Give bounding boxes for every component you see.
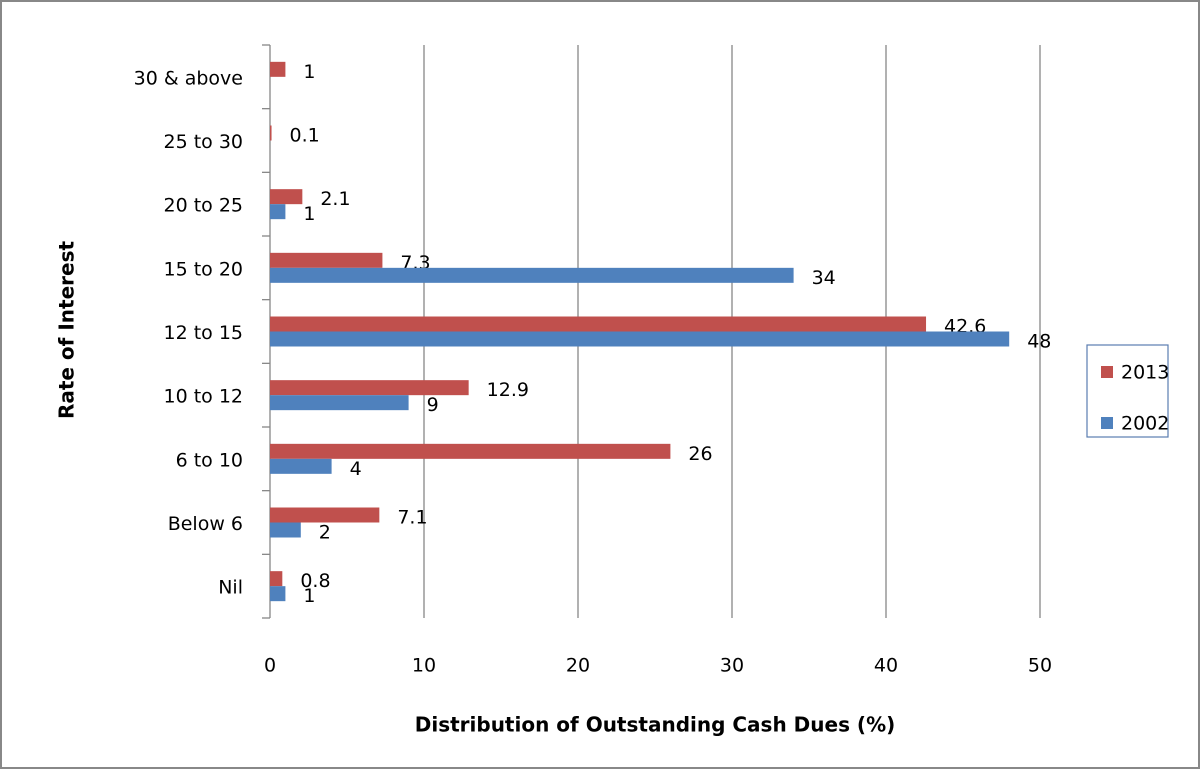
- legend-label: 2002: [1121, 413, 1169, 435]
- x-axis-title: Distribution of Outstanding Cash Dues (%…: [415, 713, 896, 737]
- data-label: 7.1: [397, 507, 427, 529]
- bar: [270, 395, 409, 411]
- y-tick-label: 10 to 12: [163, 386, 243, 408]
- data-label: 26: [688, 443, 712, 465]
- bar: [270, 458, 332, 474]
- data-label: 34: [812, 267, 836, 289]
- legend-label: 2013: [1121, 362, 1169, 384]
- y-tick-label: 25 to 30: [163, 131, 243, 153]
- x-tick-label: 30: [720, 655, 744, 677]
- data-label: 2: [319, 522, 331, 544]
- data-label: 0.1: [290, 125, 320, 147]
- bar: [270, 267, 794, 283]
- legend-swatch: [1101, 366, 1113, 378]
- data-label: 4: [350, 458, 362, 480]
- bar: [270, 380, 469, 396]
- y-tick-label: 12 to 15: [163, 322, 243, 344]
- data-label: 0.8: [300, 570, 330, 592]
- bar: [270, 443, 671, 459]
- y-tick-label: Nil: [218, 577, 243, 599]
- bar: [270, 189, 303, 205]
- bar: [270, 507, 380, 523]
- bar: [270, 316, 927, 332]
- y-axis-title: Rate of Interest: [55, 241, 79, 420]
- x-tick-label: 40: [874, 655, 898, 677]
- y-tick-label: 6 to 10: [176, 449, 243, 471]
- x-tick-label: 0: [264, 655, 276, 677]
- x-tick-label: 10: [412, 655, 436, 677]
- y-tick-label: Below 6: [168, 513, 243, 535]
- data-label: 1: [303, 585, 315, 607]
- bar: [270, 331, 1010, 347]
- data-label: 1: [303, 203, 315, 225]
- data-label: 9: [427, 394, 439, 416]
- data-label: 12.9: [487, 379, 529, 401]
- y-tick-label: 20 to 25: [163, 195, 243, 217]
- bar: [270, 571, 283, 587]
- bar: [270, 204, 286, 220]
- legend-box: [1086, 344, 1169, 438]
- legend-swatch: [1101, 417, 1113, 429]
- y-tick-label: 15 to 20: [163, 258, 243, 280]
- data-label: 1: [303, 61, 315, 83]
- bar: [270, 252, 383, 268]
- y-tick-label: 30 & above: [134, 67, 243, 89]
- bar: [270, 586, 286, 602]
- data-label: 48: [1027, 331, 1051, 353]
- x-tick-label: 50: [1028, 655, 1052, 677]
- bar: [270, 125, 272, 141]
- x-tick-label: 20: [566, 655, 590, 677]
- bar: [270, 522, 301, 538]
- bar: [270, 61, 286, 77]
- data-label: 2.1: [320, 188, 350, 210]
